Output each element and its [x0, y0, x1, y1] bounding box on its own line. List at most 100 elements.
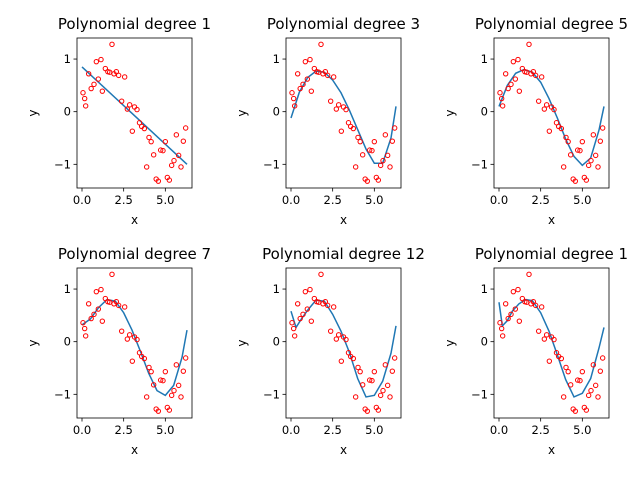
data-point	[355, 364, 361, 371]
data-point	[350, 355, 357, 362]
data-point	[134, 336, 140, 343]
fit-line	[498, 68, 605, 167]
data-point	[182, 125, 189, 131]
data-point	[99, 88, 106, 94]
data-point	[98, 286, 104, 293]
data-point	[558, 355, 565, 362]
axes-frame	[76, 37, 193, 189]
y-tick-label: 0	[64, 335, 71, 349]
data-point	[526, 271, 532, 278]
data-point	[595, 394, 601, 400]
data-point	[377, 162, 384, 169]
x-tick-label: 2.5	[115, 423, 133, 437]
data-point	[512, 76, 519, 82]
data-point	[502, 301, 509, 307]
x-axis-label: x	[548, 443, 555, 457]
axes-frame	[76, 267, 193, 419]
data-point	[391, 355, 398, 361]
y-tick-label: 1	[481, 282, 488, 296]
chart-title: Polynomial degree 7	[58, 245, 211, 263]
x-tick-label: 5.0	[365, 193, 383, 207]
data-point	[322, 298, 329, 305]
data-point	[369, 377, 375, 384]
data-point	[350, 125, 357, 132]
data-point	[538, 304, 545, 310]
data-point	[543, 102, 550, 108]
data-point	[516, 88, 523, 94]
x-tick-label: 5.0	[573, 423, 591, 437]
data-point	[166, 407, 173, 413]
data-point	[567, 152, 574, 158]
data-point	[585, 162, 592, 169]
data-point	[535, 98, 542, 104]
data-point	[88, 315, 94, 322]
data-point	[173, 362, 180, 368]
data-point	[597, 368, 604, 374]
data-point	[121, 304, 128, 310]
data-point	[307, 286, 313, 293]
x-tick-label: 2.5	[532, 423, 550, 437]
data-point	[579, 138, 586, 145]
data-point	[526, 41, 532, 48]
data-point	[574, 147, 581, 153]
data-point	[366, 377, 373, 383]
data-point	[175, 382, 182, 389]
data-point	[597, 138, 604, 144]
subplot-1: 0.0 2.5 5.0 −1 0 1 Polynomial degree 1 x y	[26, 15, 211, 227]
data-point	[366, 147, 373, 153]
data-point	[565, 368, 571, 375]
data-point	[560, 164, 567, 170]
x-axis-label: x	[340, 213, 347, 227]
data-point	[85, 301, 92, 307]
data-point	[498, 325, 505, 332]
data-point	[300, 81, 306, 88]
data-point	[499, 333, 506, 339]
data-point	[146, 364, 152, 371]
data-point	[302, 58, 309, 65]
data-point	[113, 68, 120, 75]
data-point	[371, 368, 378, 375]
y-tick-label: 1	[273, 282, 280, 296]
data-point	[160, 147, 166, 154]
data-point	[175, 152, 182, 159]
data-point	[541, 336, 548, 342]
data-point	[357, 138, 363, 145]
data-point	[546, 358, 553, 364]
data-point	[98, 56, 104, 63]
data-point	[563, 134, 569, 141]
subplot-3: 0.0 2.5 5.0 −1 0 1 Polynomial degree 5 x y	[443, 15, 628, 227]
data-point	[497, 320, 503, 326]
x-tick-label: 2.5	[532, 193, 550, 207]
data-point	[384, 382, 391, 389]
data-point	[99, 318, 106, 324]
data-point	[538, 74, 545, 80]
y-tick-label: 0	[64, 105, 71, 119]
data-point	[168, 392, 175, 399]
data-point	[505, 315, 511, 322]
data-point	[308, 88, 315, 94]
data-point	[343, 336, 349, 343]
data-point	[499, 103, 506, 109]
x-tick-label: 5.0	[573, 193, 591, 207]
x-axis-label: x	[131, 213, 138, 227]
data-point	[150, 382, 157, 388]
data-point	[588, 157, 594, 164]
data-point	[343, 106, 349, 113]
data-point	[160, 377, 166, 384]
data-point	[148, 138, 154, 145]
x-tick-label: 5.0	[156, 193, 174, 207]
data-point	[304, 76, 311, 82]
y-tick-label: −1	[54, 387, 71, 401]
data-point	[335, 332, 342, 338]
y-tick-label: −1	[263, 387, 280, 401]
data-point	[508, 311, 514, 318]
data-point	[510, 288, 517, 295]
data-point	[318, 271, 324, 278]
data-point	[359, 382, 366, 388]
data-point	[510, 58, 517, 65]
data-point	[318, 41, 324, 48]
data-point	[583, 407, 590, 413]
data-point	[297, 315, 303, 322]
fit-line	[290, 70, 397, 165]
